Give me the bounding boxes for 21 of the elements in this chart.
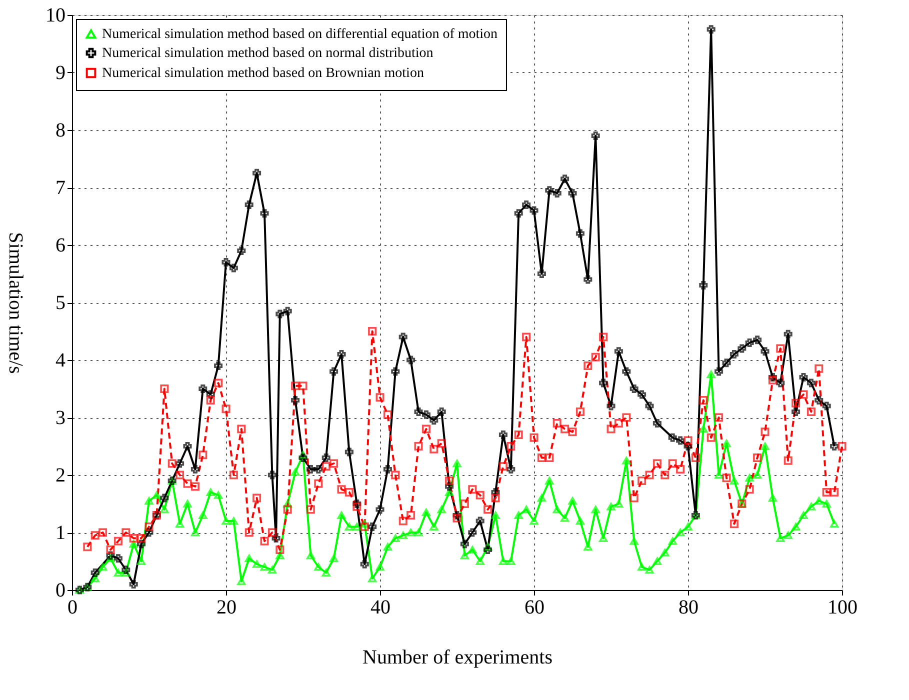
x-tick-label: 20 — [216, 596, 236, 618]
legend-label: Numerical simulation method based on normal distribution — [102, 46, 434, 61]
x-axis-title: Number of experiments — [362, 646, 553, 668]
y-axis-title: Simulation time/s — [4, 232, 26, 374]
legend-label: Numerical simulation method based on Brownian motion — [102, 66, 424, 81]
x-tick-label: 80 — [678, 596, 698, 618]
y-tick-label: 7 — [56, 177, 66, 199]
y-tick-label: 2 — [56, 464, 66, 486]
x-tick-label: 40 — [370, 596, 390, 618]
legend-label: Numerical simulation method based on differential equation of motion — [102, 27, 498, 42]
y-tick-label: 10 — [46, 4, 66, 26]
y-tick-label: 6 — [56, 234, 66, 256]
y-tick-label: 1 — [56, 522, 66, 544]
y-tick-label: 0 — [56, 580, 66, 602]
x-tick-label: 60 — [524, 596, 544, 618]
y-tick-label: 3 — [56, 407, 66, 429]
y-tick-label: 4 — [56, 350, 66, 372]
y-tick-label: 8 — [56, 120, 66, 142]
y-tick-label: 5 — [56, 292, 66, 314]
x-tick-label: 100 — [828, 596, 858, 618]
y-tick-label: 9 — [56, 62, 66, 84]
